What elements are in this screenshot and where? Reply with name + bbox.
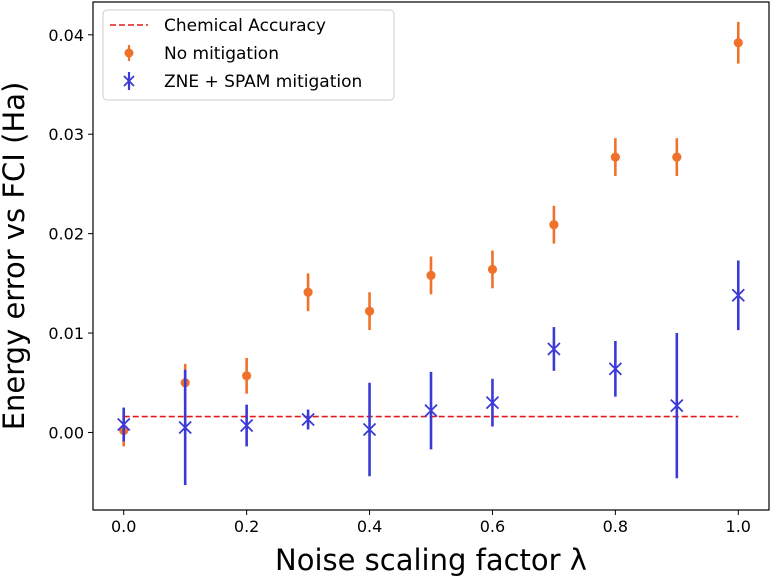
legend: Chemical Accuracy No mitigation ZNE + SP… [102, 9, 395, 101]
x-tick-label: 0.8 [603, 517, 628, 536]
data-point [733, 38, 743, 48]
y-axis-title: Energy error vs FCI (Ha) [0, 82, 31, 431]
data-point [485, 395, 500, 410]
x-tick-label: 1.0 [726, 517, 751, 536]
x-tick-label: 0.6 [480, 517, 505, 536]
x-tick-label: 0.0 [111, 517, 136, 536]
data-point [362, 422, 377, 437]
x-tick-label: 0.2 [234, 517, 259, 536]
y-tick-label: 0.03 [48, 125, 84, 144]
data-point [608, 362, 623, 376]
series-layer [117, 21, 745, 486]
data-point [117, 417, 131, 432]
data-point [301, 412, 315, 427]
data-point [487, 264, 498, 275]
x-axis-ticks: 0.0 0.2 0.4 0.6 0.8 1.0 [111, 510, 751, 536]
data-point [424, 403, 438, 418]
y-tick-label: 0.04 [48, 26, 84, 45]
series-zne-spam-mitigation [117, 260, 745, 486]
data-point [364, 306, 375, 316]
data-point [242, 371, 252, 381]
data-point [549, 220, 559, 230]
data-point [178, 420, 192, 435]
legend-zne-label: ZNE + SPAM mitigation [164, 72, 362, 92]
y-tick-label: 0.01 [48, 324, 84, 343]
legend-frame [102, 9, 395, 101]
legend-zne-marker [123, 75, 135, 87]
data-point [672, 152, 682, 162]
data-point [239, 418, 254, 433]
legend-no-mitigation-label: No mitigation [164, 44, 279, 64]
y-axis-ticks: 0.00 0.01 0.02 0.03 0.04 [48, 26, 93, 442]
data-point [670, 398, 684, 413]
data-point [303, 287, 313, 297]
legend-no-mitigation-marker [124, 48, 134, 58]
data-point [547, 342, 561, 356]
legend-chemical-accuracy-label: Chemical Accuracy [164, 16, 326, 36]
data-point [731, 288, 745, 302]
y-tick-label: 0.02 [48, 225, 84, 244]
x-axis-title: Noise scaling factor λ [275, 543, 587, 577]
data-point [426, 270, 436, 280]
y-tick-label: 0.00 [48, 423, 84, 442]
series-no-mitigation [119, 21, 743, 447]
data-point [610, 152, 620, 162]
x-tick-label: 0.4 [357, 517, 382, 536]
